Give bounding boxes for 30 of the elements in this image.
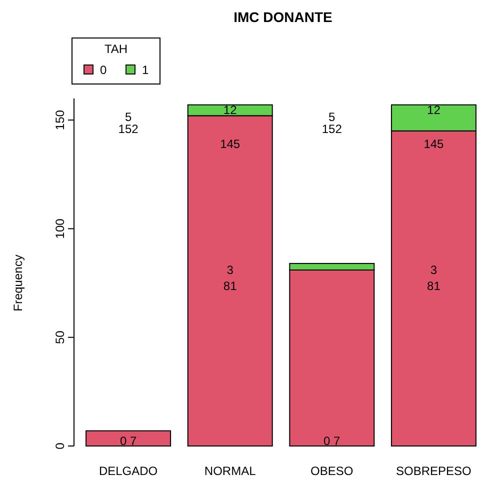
annotation: 5 [124, 110, 132, 124]
chart-title: IMC DONANTE [234, 9, 332, 25]
annotation: 0 [120, 434, 127, 448]
annotation: 5 [328, 110, 336, 124]
annotation: 81 [427, 279, 441, 294]
legend-label: 0 [100, 63, 107, 77]
y-axis-title: Frequency [11, 254, 25, 312]
annotation: 0 [324, 434, 331, 448]
annotation: 152 [118, 122, 139, 136]
annotation: 12 [223, 103, 238, 118]
y-tick-label: 150 [53, 110, 67, 130]
x-tick-label: DELGADO [98, 464, 158, 478]
annotation: 81 [223, 279, 238, 294]
legend-label: 1 [142, 63, 149, 77]
annotation: 145 [424, 137, 444, 152]
legend-title: TAH [104, 42, 128, 56]
annotation: 145 [220, 137, 240, 152]
annotation: 3 [430, 263, 438, 278]
y-tick-label: 100 [53, 218, 67, 239]
y-tick-label: 50 [53, 330, 67, 344]
x-tick-label: NORMAL [204, 464, 256, 478]
x-tick-label: SOBREPESO [396, 464, 472, 478]
annotation: 3 [226, 263, 234, 278]
bar [86, 430, 172, 446]
y-tick-label: 0 [53, 442, 67, 450]
annotation: 12 [427, 103, 441, 118]
annotation: 7 [130, 434, 137, 448]
x-tick-label: OBESO [310, 464, 354, 478]
annotation: 152 [322, 122, 342, 136]
annotation: 7 [334, 434, 341, 448]
